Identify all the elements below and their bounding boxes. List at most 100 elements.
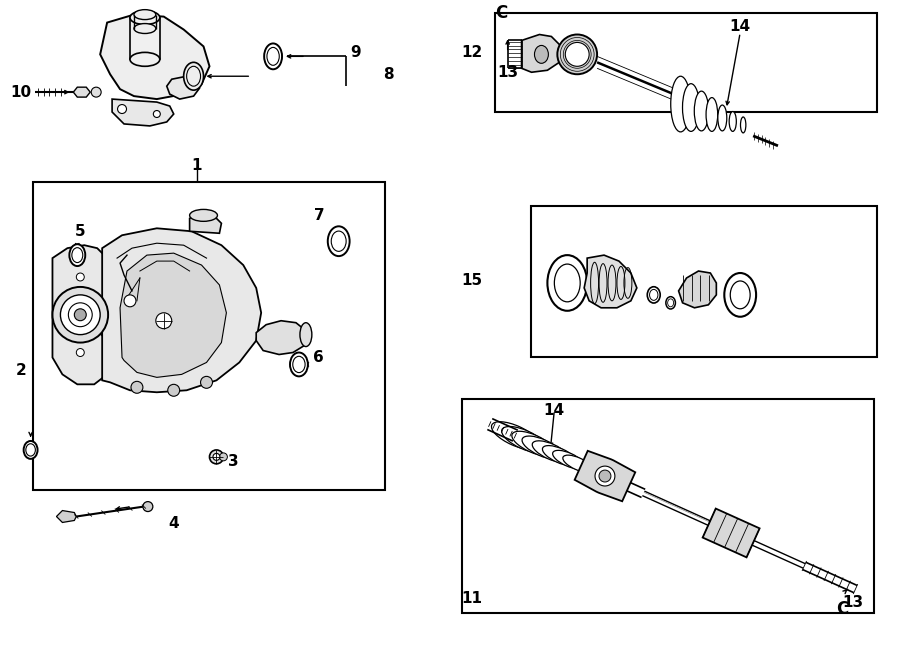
Ellipse shape [729,111,736,131]
Ellipse shape [668,299,673,307]
Text: 2: 2 [15,363,26,378]
Polygon shape [100,15,210,99]
Circle shape [213,453,220,460]
Circle shape [599,470,611,482]
Ellipse shape [69,244,86,266]
Ellipse shape [300,322,312,347]
Bar [495,13,878,112]
Circle shape [118,105,127,113]
Circle shape [76,273,85,281]
Ellipse shape [184,62,203,90]
Text: 14: 14 [730,19,751,34]
Ellipse shape [134,24,156,34]
Ellipse shape [190,209,218,221]
Text: 9: 9 [350,45,361,60]
Ellipse shape [134,10,156,20]
Polygon shape [57,510,76,522]
Polygon shape [166,76,200,99]
Bar [462,399,875,613]
Ellipse shape [501,426,547,453]
Ellipse shape [543,446,577,466]
Text: 1: 1 [192,158,202,173]
Circle shape [565,42,590,66]
Ellipse shape [331,231,346,252]
Circle shape [124,295,136,307]
Text: 11: 11 [462,591,482,606]
Text: 6: 6 [313,350,324,365]
Text: 7: 7 [313,208,324,223]
Ellipse shape [186,66,201,86]
Ellipse shape [290,353,308,377]
Polygon shape [584,255,637,308]
Polygon shape [256,320,306,355]
Ellipse shape [220,453,228,461]
Ellipse shape [562,455,592,472]
Ellipse shape [718,105,727,131]
Text: 3: 3 [228,454,238,469]
Text: 10: 10 [11,85,32,100]
Polygon shape [522,34,562,72]
Text: 13: 13 [497,65,518,79]
Polygon shape [52,245,110,385]
Text: 4: 4 [168,516,179,531]
Text: C: C [836,600,849,618]
Ellipse shape [547,255,587,310]
Polygon shape [112,99,174,126]
Ellipse shape [706,97,717,131]
Polygon shape [120,253,227,377]
Circle shape [60,295,100,334]
Circle shape [595,466,615,486]
Ellipse shape [682,83,699,131]
Ellipse shape [265,44,282,70]
Ellipse shape [292,356,305,373]
Ellipse shape [512,431,554,456]
Circle shape [167,385,180,397]
Ellipse shape [91,87,101,97]
Circle shape [557,34,597,74]
Ellipse shape [23,441,38,459]
Ellipse shape [650,289,658,301]
Circle shape [75,308,86,320]
Polygon shape [679,271,716,308]
Circle shape [201,377,212,389]
Ellipse shape [130,52,160,66]
Bar [532,207,878,357]
Ellipse shape [741,117,746,133]
Text: 8: 8 [383,67,393,81]
Circle shape [131,381,143,393]
Polygon shape [103,228,261,393]
Ellipse shape [730,281,750,308]
Polygon shape [73,87,90,97]
Bar [32,181,385,490]
Polygon shape [190,213,221,233]
Text: 15: 15 [462,273,482,289]
Text: 12: 12 [461,45,482,60]
Ellipse shape [647,287,661,303]
Text: C: C [496,3,508,22]
Ellipse shape [72,248,83,263]
Ellipse shape [666,297,675,309]
Text: 14: 14 [544,402,565,418]
Ellipse shape [670,76,690,132]
Ellipse shape [553,450,585,469]
Polygon shape [703,508,760,557]
Circle shape [68,303,92,326]
Ellipse shape [143,502,153,512]
Ellipse shape [535,46,548,64]
Polygon shape [574,451,635,501]
Circle shape [156,312,172,328]
Text: 13: 13 [842,595,863,610]
Ellipse shape [522,436,562,459]
Polygon shape [130,18,160,60]
Circle shape [210,450,223,464]
Ellipse shape [267,48,279,66]
Circle shape [52,287,108,342]
Ellipse shape [328,226,349,256]
Circle shape [76,349,85,357]
Text: 5: 5 [75,224,86,239]
Ellipse shape [491,422,539,449]
Ellipse shape [554,264,580,302]
Ellipse shape [26,444,35,456]
Circle shape [153,111,160,117]
Ellipse shape [532,441,570,463]
